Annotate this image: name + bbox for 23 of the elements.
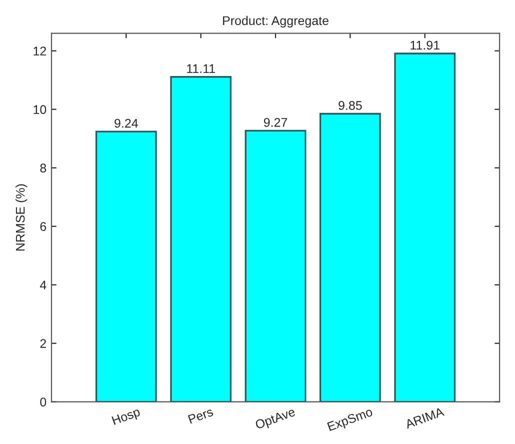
y-tick-label: 6 <box>40 222 46 231</box>
y-axis-title: NRMSE (%) <box>16 184 28 251</box>
bar <box>319 112 381 402</box>
bar <box>170 76 232 402</box>
bar <box>244 130 306 402</box>
y-tick-label: 12 <box>34 46 46 56</box>
data-label: 9.24 <box>114 118 138 128</box>
chart-title: Product: Aggregate <box>223 16 328 28</box>
data-label: 9.85 <box>338 101 362 110</box>
y-tick-label: 8 <box>40 164 46 172</box>
x-tick-label: Hosp <box>112 407 142 428</box>
y-tick-label: 2 <box>40 339 46 348</box>
bar <box>95 130 157 402</box>
data-label: 11.11 <box>187 64 215 73</box>
y-tick-label: 4 <box>40 280 46 290</box>
bar <box>394 52 456 402</box>
y-tick-label: 0 <box>40 398 46 406</box>
x-tick-label: ARIMA <box>404 407 445 429</box>
data-label: 11.91 <box>410 40 440 50</box>
x-tick-label: Pers <box>188 407 214 424</box>
data-label: 9.27 <box>264 118 288 127</box>
y-tick-label: 10 <box>34 105 46 114</box>
x-tick-label: OptAve <box>254 407 296 432</box>
